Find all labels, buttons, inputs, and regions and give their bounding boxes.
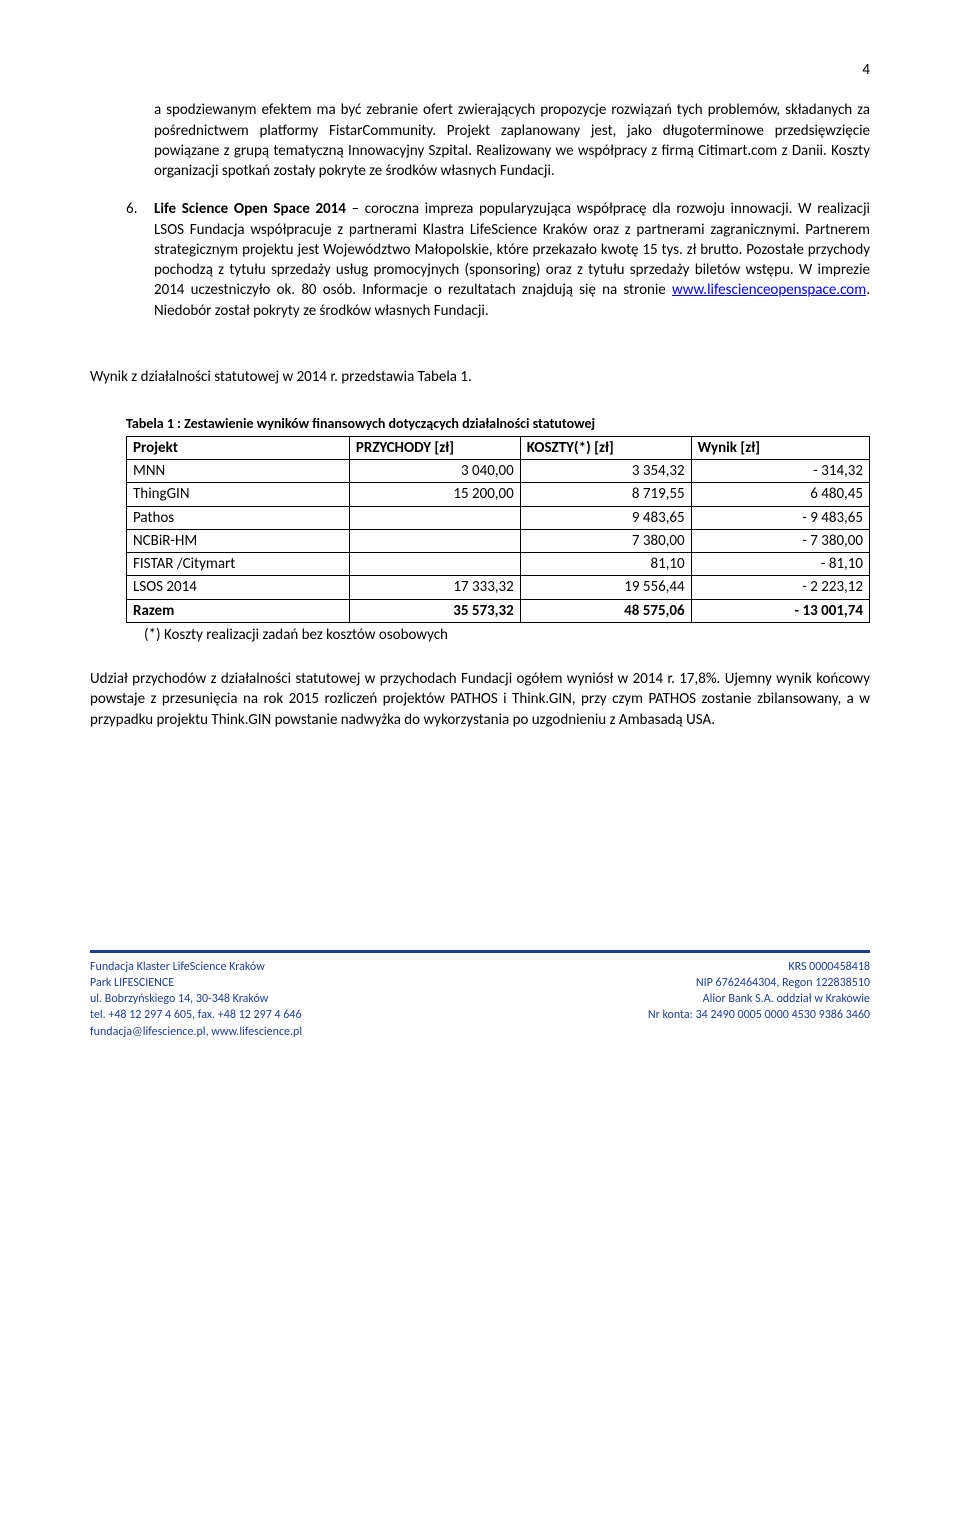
footer-right: KRS 0000458418 NIP 6762464304, Regon 122…: [648, 959, 870, 1040]
footer-nip: NIP 6762464304, Regon 122838510: [648, 975, 870, 991]
cell-koszty: 9 483,65: [520, 506, 691, 529]
cell-przychody: 35 573,32: [349, 599, 520, 622]
footer-email: fundacja@lifescience.pl, www.lifescience…: [90, 1024, 302, 1040]
cell-name: NCBiR-HM: [127, 529, 350, 552]
table-header-row: Projekt PRZYCHODY [zł] KOSZTY(*) [zł] Wy…: [127, 436, 870, 459]
col-wynik: Wynik [zł]: [691, 436, 869, 459]
list-body: Life Science Open Space 2014 – coroczna …: [154, 199, 870, 321]
cell-przychody: [349, 506, 520, 529]
cell-wynik: - 7 380,00: [691, 529, 869, 552]
cell-koszty: 81,10: [520, 553, 691, 576]
footer-park: Park LIFESCIENCE: [90, 975, 302, 991]
footer-org-name: Fundacja Klaster LifeScience Kraków: [90, 959, 302, 975]
footer-left: Fundacja Klaster LifeScience Kraków Park…: [90, 959, 302, 1040]
table-row: LSOS 201417 333,3219 556,44- 2 223,12: [127, 576, 870, 599]
cell-koszty: 8 719,55: [520, 483, 691, 506]
cell-wynik: 6 480,45: [691, 483, 869, 506]
cell-wynik: - 9 483,65: [691, 506, 869, 529]
table-total-row: Razem35 573,3248 575,06- 13 001,74: [127, 599, 870, 622]
table-caption: Tabela 1 : Zestawienie wyników finansowy…: [126, 415, 870, 434]
cell-name: Razem: [127, 599, 350, 622]
cell-przychody: [349, 553, 520, 576]
col-projekt: Projekt: [127, 436, 350, 459]
cell-name: ThingGIN: [127, 483, 350, 506]
list-item-6: 6. Life Science Open Space 2014 – corocz…: [126, 199, 870, 321]
table-row: MNN3 040,003 354,32- 314,32: [127, 460, 870, 483]
item-6-title: Life Science Open Space 2014: [154, 200, 346, 218]
cell-wynik: - 314,32: [691, 460, 869, 483]
after-table-paragraph: Udział przychodów z działalności statuto…: [90, 669, 870, 730]
cell-przychody: 3 040,00: [349, 460, 520, 483]
section-intro: Wynik z działalności statutowej w 2014 r…: [90, 367, 870, 387]
cell-wynik: - 2 223,12: [691, 576, 869, 599]
cell-wynik: - 81,10: [691, 553, 869, 576]
table-row: FISTAR /Citymart 81,10- 81,10: [127, 553, 870, 576]
financial-table: Projekt PRZYCHODY [zł] KOSZTY(*) [zł] Wy…: [126, 436, 870, 623]
cell-koszty: 7 380,00: [520, 529, 691, 552]
cell-przychody: 17 333,32: [349, 576, 520, 599]
cell-name: MNN: [127, 460, 350, 483]
footer-address: ul. Bobrzyńskiego 14, 30-348 Kraków: [90, 991, 302, 1007]
cell-name: Pathos: [127, 506, 350, 529]
cell-przychody: 15 200,00: [349, 483, 520, 506]
cell-koszty: 3 354,32: [520, 460, 691, 483]
cell-name: LSOS 2014: [127, 576, 350, 599]
list-number: 6.: [126, 199, 154, 321]
cell-koszty: 19 556,44: [520, 576, 691, 599]
table-row: ThingGIN15 200,008 719,556 480,45: [127, 483, 870, 506]
table-row: NCBiR-HM 7 380,00- 7 380,00: [127, 529, 870, 552]
table-row: Pathos 9 483,65- 9 483,65: [127, 506, 870, 529]
footer-rule: [90, 950, 870, 953]
cell-name: FISTAR /Citymart: [127, 553, 350, 576]
page-number: 4: [90, 60, 870, 80]
cell-przychody: [349, 529, 520, 552]
col-koszty: KOSZTY(*) [zł]: [520, 436, 691, 459]
footer-phone: tel. +48 12 297 4 605, fax. +48 12 297 4…: [90, 1007, 302, 1023]
page-footer: Fundacja Klaster LifeScience Kraków Park…: [90, 959, 870, 1040]
paragraph-5-continuation: a spodziewanym efektem ma być zebranie o…: [154, 100, 870, 181]
lsos-link[interactable]: www.lifescienceopenspace.com: [672, 281, 866, 299]
footer-bank: Alior Bank S.A. oddział w Krakowie: [648, 991, 870, 1007]
cell-wynik: - 13 001,74: [691, 599, 869, 622]
table-footnote: (*) Koszty realizacji zadań bez kosztów …: [144, 625, 870, 645]
footer-konto: Nr konta: 34 2490 0005 0000 4530 9386 34…: [648, 1007, 870, 1023]
cell-koszty: 48 575,06: [520, 599, 691, 622]
footer-krs: KRS 0000458418: [648, 959, 870, 975]
col-przychody: PRZYCHODY [zł]: [349, 436, 520, 459]
